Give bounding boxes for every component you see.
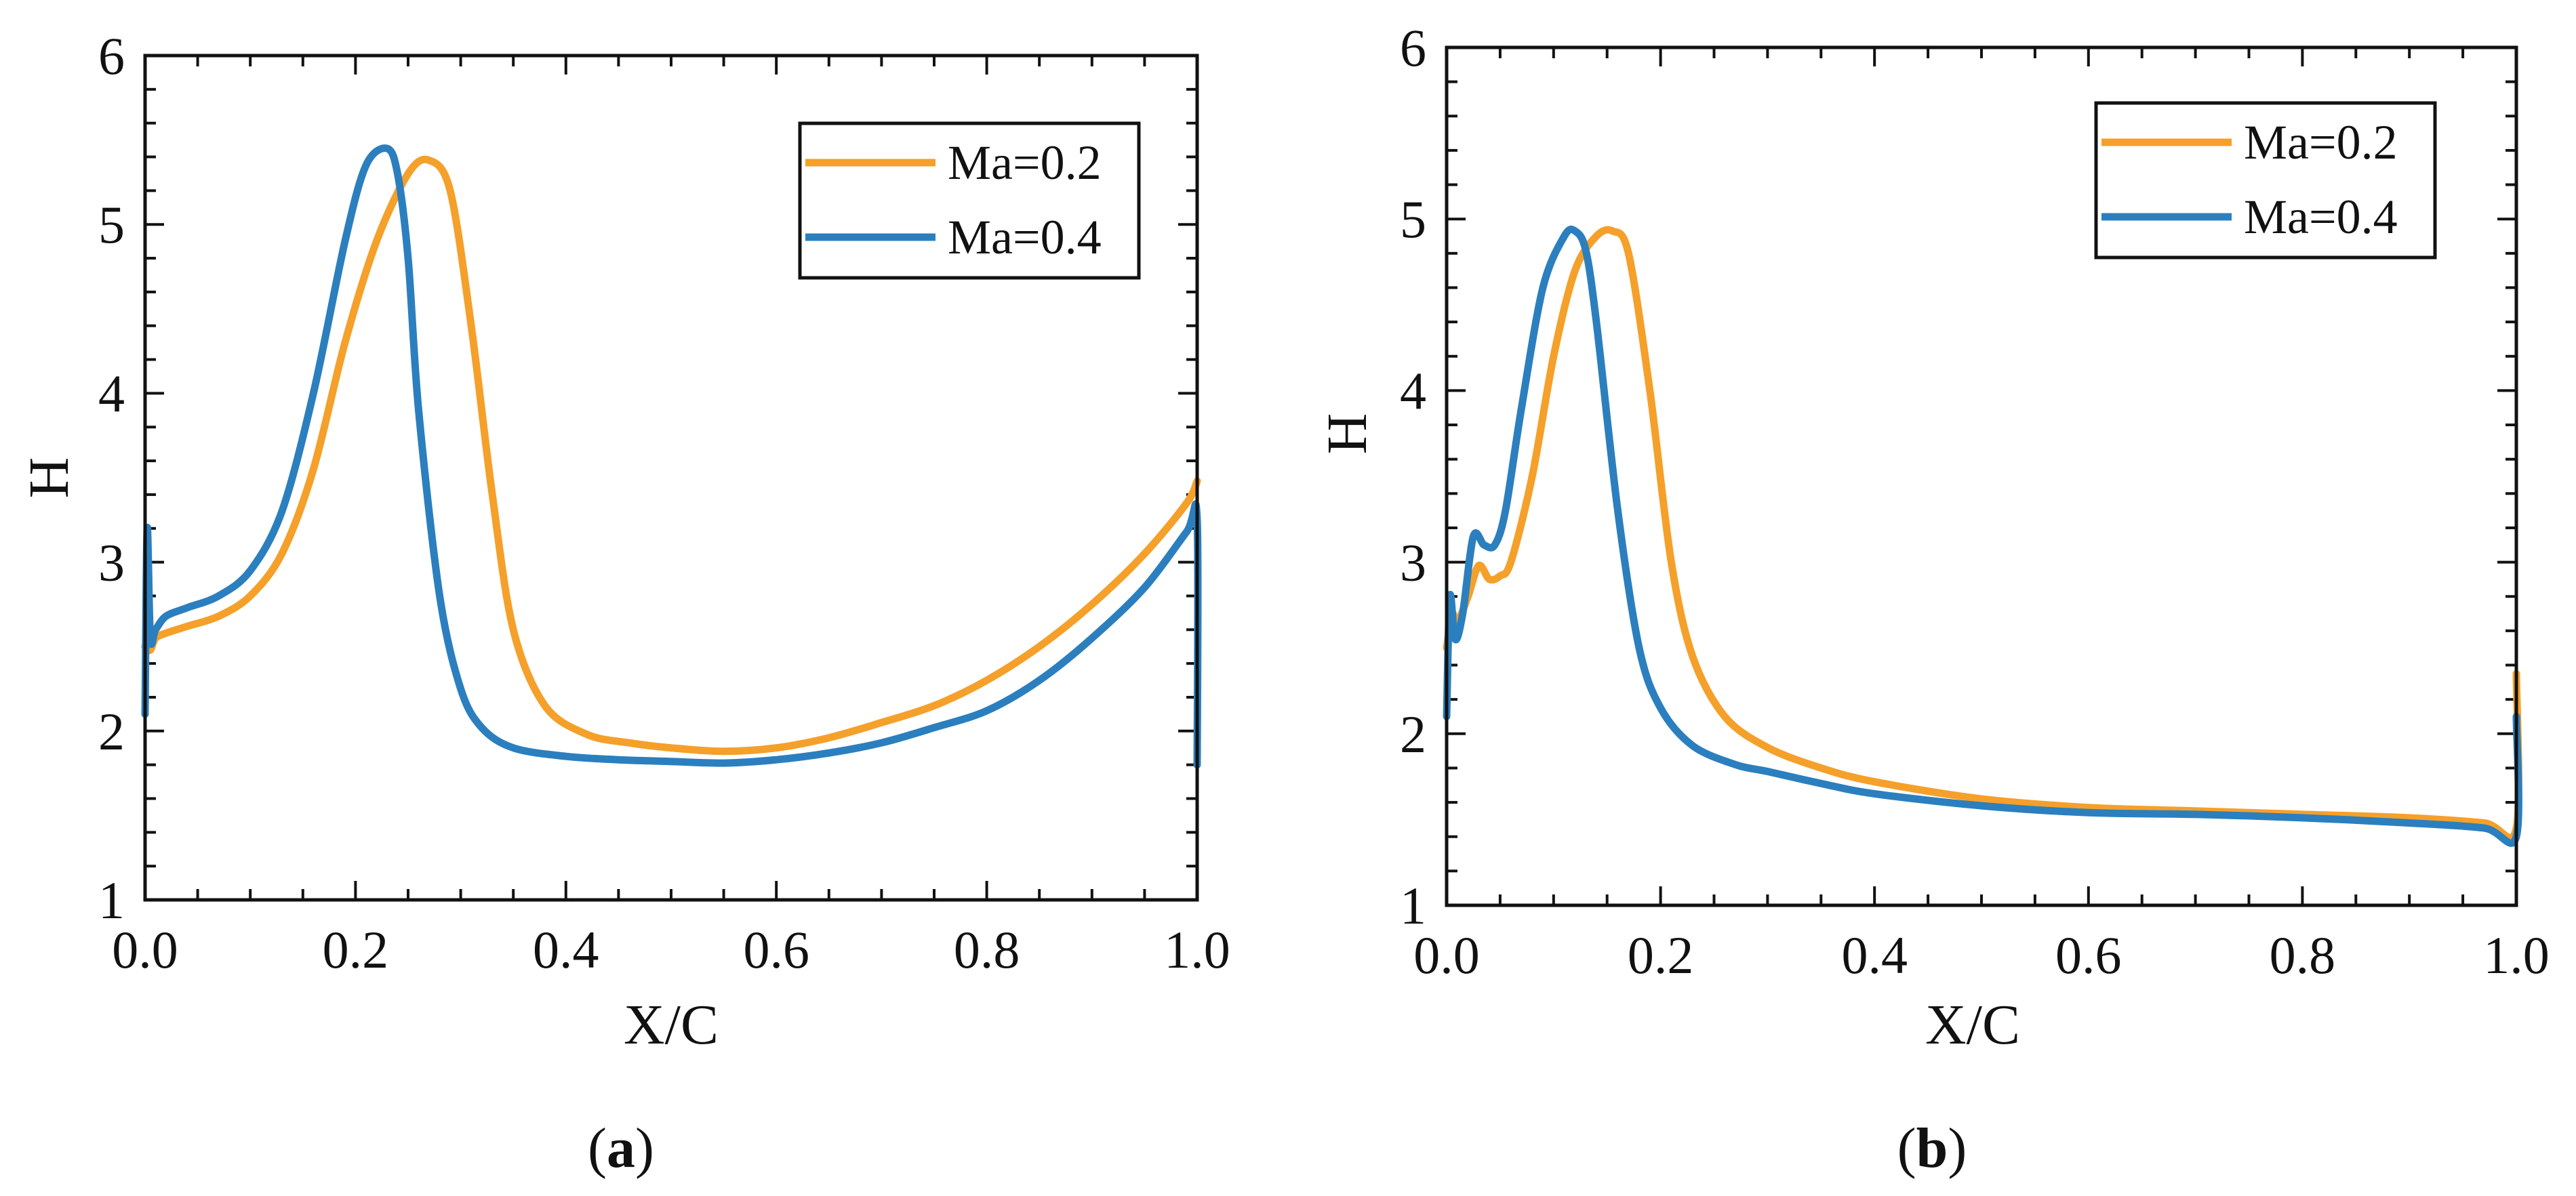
y-tick-label: 2 (1400, 705, 1426, 764)
y-axis-title-a: H (18, 457, 81, 499)
x-tick-label: 0.4 (1841, 926, 1908, 985)
x-tick-labels-a: 0.0 0.2 0.4 0.6 0.8 1.0 (112, 920, 1230, 979)
x-axis-title-a: X/C (624, 993, 719, 1056)
y-tick-labels-a: 1 2 3 4 5 6 (98, 26, 125, 930)
plot-frame-a (143, 54, 1199, 902)
x-tick-label: 0.6 (743, 920, 809, 979)
x-tick-label: 0.8 (2270, 926, 2336, 985)
x-tick-label: 0.0 (112, 920, 178, 979)
x-axis-title-b: X/C (1925, 993, 2020, 1056)
y-tick-label: 1 (98, 871, 125, 930)
panel-label-a: (a) (588, 1117, 654, 1180)
series-line-ma04-b (1443, 225, 2522, 847)
y-tick-label: 5 (1400, 190, 1426, 249)
y-tick-label: 4 (98, 364, 125, 423)
x-tick-label: 0.6 (2055, 926, 2122, 985)
panel-label-b: (b) (1897, 1117, 1967, 1180)
x-tick-label: 0.2 (1628, 926, 1694, 985)
y-tick-label: 4 (1400, 361, 1426, 420)
series-line-ma04-a (141, 144, 1202, 769)
series-line-ma02-a (141, 155, 1201, 756)
y-tick-label: 3 (98, 533, 125, 592)
series-line-ma02-b (1443, 226, 2522, 842)
chart-panel-a: 0.0 0.2 0.4 0.6 0.8 1.0 1 2 3 4 5 6 X/C H Ma=0.2 M… (18, 26, 1230, 1180)
legend-box-a (798, 121, 1141, 280)
chart-panel-b: 0.0 0.2 0.4 0.6 0.8 1.0 1 2 3 4 5 6 X/C H Ma=0.2 M… (1316, 18, 2550, 1180)
x-tick-label: 0.4 (533, 920, 599, 979)
legend-label-ma04-a: Ma=0.4 (948, 210, 1102, 264)
x-tick-labels-b: 0.0 0.2 0.4 0.6 0.8 1.0 (1413, 926, 2550, 985)
y-tick-labels-b: 1 2 3 4 5 6 (1400, 18, 1426, 935)
x-tick-label: 1.0 (1164, 920, 1230, 979)
series-layer-b (1443, 225, 2522, 847)
y-tick-label: 3 (1400, 533, 1426, 592)
y-tick-label: 6 (98, 26, 125, 85)
legend-b: Ma=0.2 Ma=0.4 (2094, 101, 2437, 260)
x-tick-label: 0.0 (1413, 926, 1480, 985)
series-layer-a (141, 144, 1202, 769)
legend-box-b (2094, 101, 2437, 260)
y-tick-label: 2 (98, 702, 125, 761)
panel-letter-a: a (607, 1117, 635, 1180)
x-tick-label: 1.0 (2483, 926, 2550, 985)
legend-a: Ma=0.2 Ma=0.4 (798, 121, 1141, 280)
panel-letter-b: b (1916, 1117, 1948, 1180)
plot-frame-b (1445, 45, 2518, 907)
y-tick-label: 6 (1400, 18, 1426, 77)
x-tick-label: 0.2 (323, 920, 389, 979)
legend-label-ma02-a: Ma=0.2 (948, 136, 1102, 190)
y-tick-label: 5 (98, 195, 125, 254)
legend-label-ma02-b: Ma=0.2 (2244, 115, 2398, 169)
x-tick-label: 0.8 (954, 920, 1020, 979)
y-tick-label: 1 (1400, 876, 1426, 935)
legend-label-ma04-b: Ma=0.4 (2244, 190, 2398, 244)
y-axis-title-b: H (1316, 413, 1379, 455)
